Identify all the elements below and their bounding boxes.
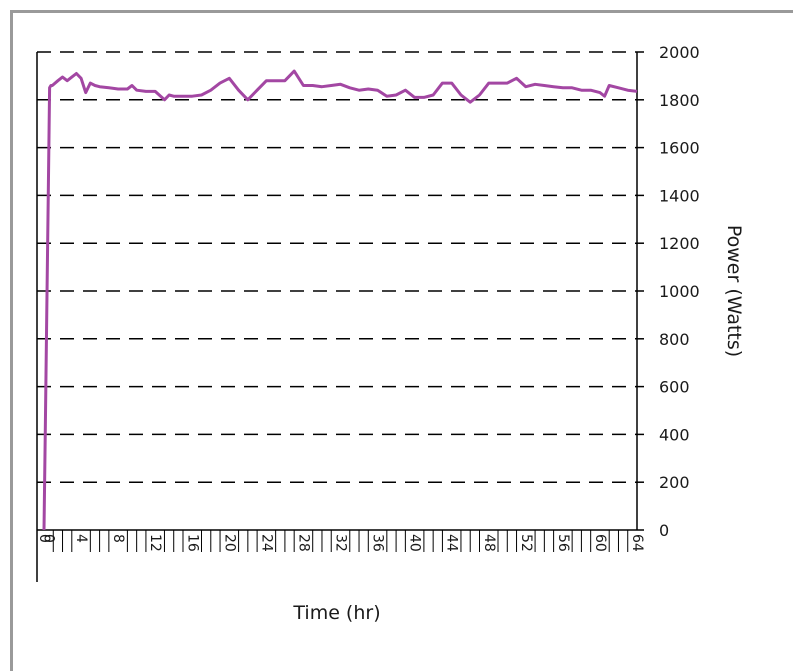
series-lines bbox=[42, 69, 638, 531]
series-line-0 bbox=[42, 69, 638, 531]
y-tick-label-9: 1800 bbox=[659, 91, 700, 110]
gridlines bbox=[37, 99, 637, 483]
x-tick-label-11: 40 bbox=[407, 534, 423, 552]
x-tick-label-14: 52 bbox=[518, 534, 534, 552]
x-tick-label-6: 20 bbox=[221, 534, 237, 552]
y-tick-label-10: 2000 bbox=[659, 43, 700, 62]
x-tick-label-3: 8 bbox=[110, 534, 126, 543]
x-tick-label-12: 44 bbox=[444, 534, 460, 552]
y-tick-labels: 0 200 400 600 800 1000 1200 1400 1600 1800 2000 bbox=[637, 43, 700, 540]
y-tick-label-8: 1600 bbox=[659, 139, 700, 158]
y-tick-label-0: 0 bbox=[659, 521, 669, 540]
axes bbox=[36, 51, 638, 582]
y-tick-label-3: 600 bbox=[659, 378, 690, 397]
x-tick-label-15: 56 bbox=[555, 534, 571, 552]
x-tick-label-13: 48 bbox=[481, 534, 497, 552]
chart-frame bbox=[10, 10, 793, 671]
x-axis-title: Time (hr) bbox=[292, 602, 380, 624]
x-tick-label-8: 28 bbox=[295, 534, 311, 552]
x-tick-label-0: 0 bbox=[36, 534, 52, 543]
x-tick-label-5: 16 bbox=[184, 534, 200, 552]
y-tick-label-7: 1400 bbox=[659, 186, 700, 205]
x-tick-label-9: 32 bbox=[333, 534, 349, 552]
x-tick-label-16: 60 bbox=[592, 534, 608, 552]
x-tick-label-4: 12 bbox=[147, 534, 163, 552]
y-axis-title: Power (Watts) bbox=[723, 225, 745, 357]
x-tick-label-7: 24 bbox=[258, 534, 274, 552]
x-tick-label-2: 4 bbox=[73, 534, 89, 543]
y-tick-label-1: 200 bbox=[659, 473, 690, 492]
x-tick-label-10: 36 bbox=[370, 534, 386, 552]
y-tick-label-5: 1000 bbox=[659, 282, 700, 301]
y-tick-label-6: 1200 bbox=[659, 234, 700, 253]
y-tick-label-2: 400 bbox=[659, 425, 690, 444]
x-tick-label-1: 0 bbox=[41, 534, 57, 543]
x-ticks: 00 4 8 12 16 20 24 28 32 36 40 44 48 52 56 60 64 bbox=[36, 530, 645, 552]
y-tick-label-4: 800 bbox=[659, 330, 690, 349]
x-tick-label-17: 64 bbox=[629, 534, 645, 552]
